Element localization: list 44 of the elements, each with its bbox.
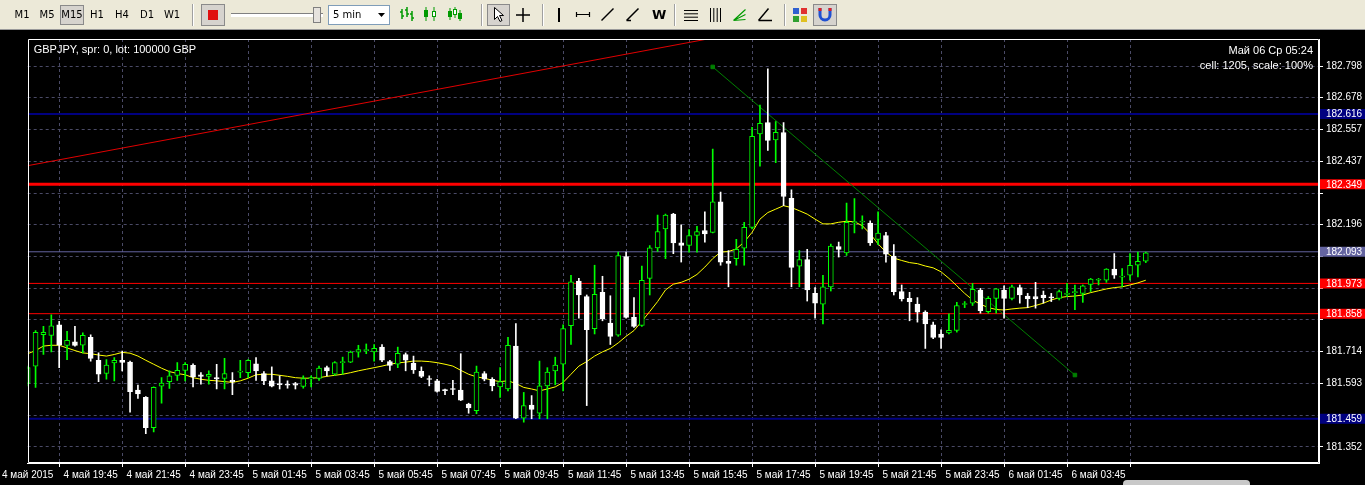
- x-tick-label: 4 май 21:45: [126, 468, 182, 480]
- x-tick-label: 4 май 2015: [2, 468, 54, 480]
- x-tick-label: 5 май 17:45: [756, 468, 812, 480]
- y-tick-label: 182.798: [1326, 59, 1363, 71]
- ref-line-label: 182.349: [1326, 178, 1363, 190]
- ref-line-label: 182.093: [1326, 246, 1363, 258]
- annotation: Май 06 Ср 05:24: [1227, 43, 1313, 58]
- x-tick-label: 5 май 07:45: [441, 468, 497, 480]
- x-tick-label: 5 май 21:45: [882, 468, 938, 480]
- x-tick-label: 5 май 09:45: [504, 468, 560, 480]
- ref-line-label: 182.616: [1326, 108, 1363, 120]
- x-tick-label: 5 май 03:45: [315, 468, 371, 480]
- x-tick-label: 6 май 01:45: [1008, 468, 1064, 480]
- x-tick-label: 5 май 11:45: [567, 468, 622, 480]
- x-tick-label: 5 май 19:45: [819, 468, 875, 480]
- y-tick-label: 181.593: [1326, 377, 1363, 389]
- x-tick-label: 4 май 19:45: [63, 468, 119, 480]
- y-tick-label: 181.714: [1326, 345, 1363, 357]
- period-label: H4: [115, 9, 129, 21]
- ref-line-label: 181.973: [1326, 277, 1363, 289]
- period-label: M5: [39, 9, 55, 21]
- x-tick-label: 5 май 23:45: [945, 468, 1001, 480]
- x-tick-label: 5 май 15:45: [693, 468, 749, 480]
- x-tick-label: 5 май 01:45: [252, 468, 308, 480]
- x-tick-label: 5 май 13:45: [630, 468, 686, 480]
- dropdown: 5 min: [328, 5, 390, 25]
- x-tick-label: 5 май 05:45: [378, 468, 434, 480]
- x-tick-label: 6 май 03:45: [1071, 468, 1127, 480]
- x-tick-label: 4 май 23:45: [189, 468, 245, 480]
- y-tick-label: 182.196: [1326, 218, 1363, 230]
- ref-line-label: 181.858: [1326, 307, 1363, 319]
- period-label: H1: [90, 9, 104, 21]
- tool-label: W: [652, 8, 667, 22]
- y-tick-label: 182.557: [1326, 123, 1363, 135]
- period-label: M1: [14, 9, 30, 21]
- y-tick-label: 181.352: [1326, 440, 1363, 452]
- ref-line-label: 181.459: [1326, 413, 1363, 425]
- period-label: W1: [163, 9, 181, 21]
- period-label: D1: [139, 9, 155, 21]
- y-tick-label: 182.678: [1326, 91, 1363, 103]
- annotation: cell: 1205, scale: 100%: [1199, 58, 1313, 73]
- period-label: M15: [61, 9, 83, 21]
- y-tick-label: 182.437: [1326, 154, 1363, 166]
- chart-title: GBPJPY, spr: 0, lot: 100000 GBP: [33, 43, 197, 55]
